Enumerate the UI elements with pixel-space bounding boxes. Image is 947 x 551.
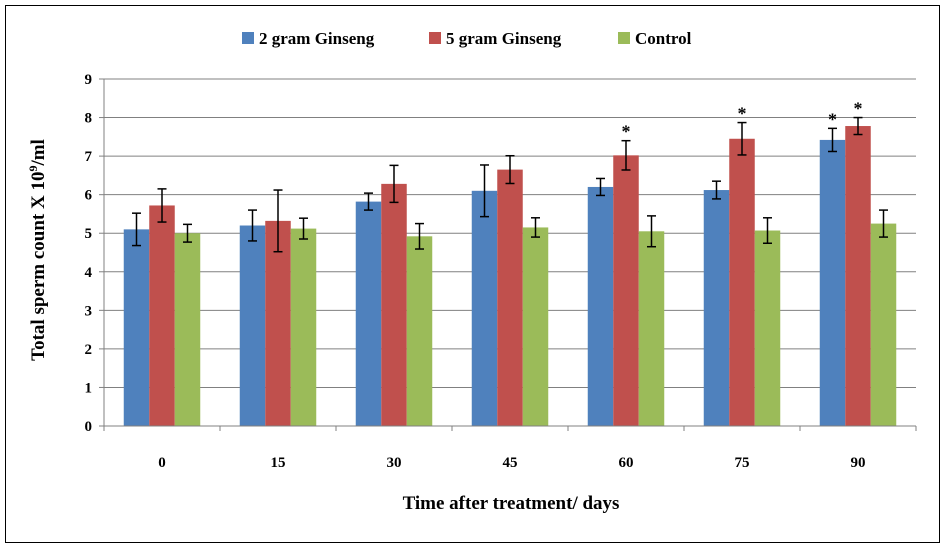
y-tick-label: 8: [85, 111, 93, 127]
significance-marker: *: [738, 104, 747, 124]
x-tick-label: 60: [619, 455, 634, 471]
bar: [819, 139, 846, 426]
bar: [149, 205, 175, 426]
bar: [638, 231, 665, 426]
y-axis-title: Total sperm count X 109/ml: [26, 139, 49, 361]
significance-marker: *: [828, 109, 837, 129]
bar: [381, 183, 407, 426]
x-tick-label: 30: [387, 455, 402, 471]
y-tick-label: 7: [85, 149, 93, 165]
y-tick-labels: 0 1 2 3 4 5 6 7 8 9: [85, 72, 104, 435]
significance-marker: *: [854, 99, 863, 119]
bars-layer: * * * *: [123, 99, 897, 426]
legend-swatch: [429, 32, 441, 44]
legend-swatch: [618, 32, 630, 44]
y-tick-label: 1: [85, 380, 93, 396]
legend-label: 5 gram Ginseng: [446, 29, 562, 48]
y-axis-title-main: Total sperm count X 10: [28, 172, 49, 361]
bar: [497, 169, 523, 426]
y-tick-label: 2: [85, 342, 93, 358]
y-tick-label: 9: [85, 72, 93, 88]
y-axis-title-unit: /ml: [28, 139, 49, 166]
x-tick-label: 15: [271, 455, 286, 471]
x-tick-label: 75: [735, 455, 750, 471]
significance-marker: *: [622, 122, 631, 142]
x-tick-label: 45: [503, 455, 518, 471]
legend-swatch: [242, 32, 254, 44]
bar: [870, 223, 897, 426]
bar: [729, 138, 755, 426]
x-tick-label: 90: [851, 455, 866, 471]
y-axis-title-exponent: 9: [26, 166, 40, 172]
bar: [355, 201, 382, 426]
bar: [290, 228, 317, 426]
y-tick-label: 5: [85, 226, 93, 242]
legend-label: 2 gram Ginseng: [259, 29, 375, 48]
bar: [703, 190, 730, 426]
axes: [103, 79, 916, 427]
bar: [613, 155, 639, 426]
bar: [587, 186, 614, 426]
bar: [123, 229, 150, 426]
bar: [845, 126, 871, 426]
y-tick-label: 6: [85, 188, 93, 204]
legend-label: Control: [635, 29, 692, 48]
bar: [239, 225, 266, 426]
bar: [754, 230, 781, 426]
bar: [265, 220, 291, 426]
x-axis-title: Time after treatment/ days: [403, 493, 620, 514]
bar: [471, 190, 498, 426]
x-tick-label: 0: [158, 455, 166, 471]
x-tick-labels: 0 15 30 45 60 75 90: [103, 426, 917, 471]
bar: [406, 236, 433, 426]
bar: [174, 233, 201, 426]
y-tick-label: 4: [85, 265, 93, 281]
y-tick-label: 0: [85, 419, 93, 435]
legend: 2 gram Ginseng 5 gram Ginseng Control: [242, 29, 692, 48]
bar: [522, 227, 549, 426]
y-tick-label: 3: [85, 303, 93, 319]
